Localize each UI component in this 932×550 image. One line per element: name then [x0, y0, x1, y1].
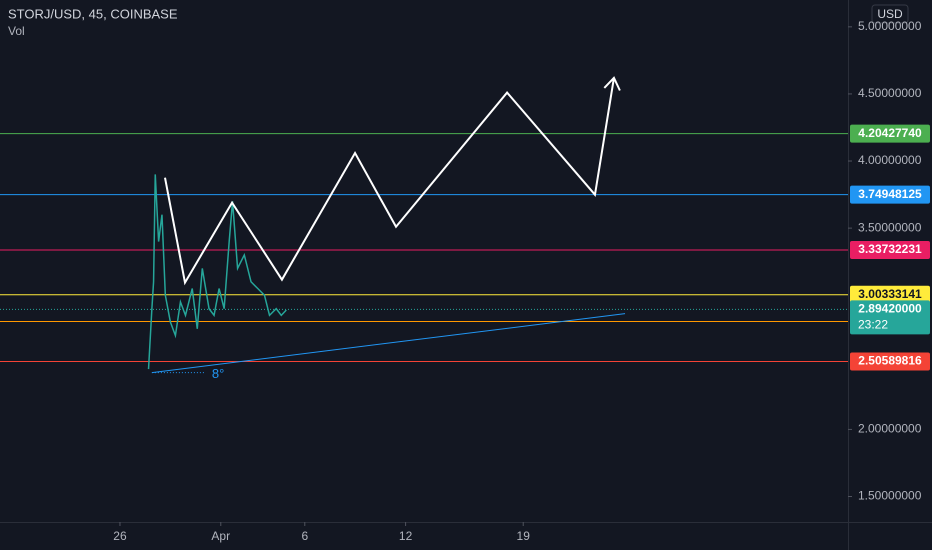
currency-button[interactable] [871, 4, 909, 24]
x-tick-label: 6 [301, 529, 308, 543]
y-tick-label: 4.00000000 [858, 153, 922, 167]
x-tick-label: 19 [517, 529, 531, 543]
level-label: 3.74948125 [858, 187, 922, 201]
level-label: 3.00333141 [858, 287, 922, 301]
price-line [147, 174, 287, 370]
projection-arrowhead [603, 76, 621, 91]
angle-label: 8° [212, 366, 224, 381]
level-label-box [850, 124, 930, 143]
volume-label: Vol [8, 24, 25, 38]
countdown-label: 23:22 [858, 318, 888, 332]
y-tick-label: 2.00000000 [858, 422, 922, 436]
level-label-box [850, 240, 930, 259]
x-tick-label: Apr [211, 529, 230, 543]
current-price-label: 2.89420000 [858, 302, 922, 316]
level-label: 4.20427740 [858, 126, 922, 140]
projection-path [164, 77, 615, 286]
current-price-box [850, 300, 930, 335]
y-tick-label: 3.50000000 [858, 220, 922, 234]
y-tick-label: 5.00000000 [858, 19, 922, 33]
y-tick-label: 1.50000000 [858, 489, 922, 503]
x-tick-label: 12 [399, 529, 413, 543]
trendline [151, 313, 626, 374]
currency-label[interactable]: USD [877, 7, 903, 21]
symbol-title: STORJ/USD, 45, COINBASE [8, 6, 178, 21]
level-label: 2.50589816 [858, 354, 922, 368]
y-tick-label: 4.50000000 [858, 86, 922, 100]
level-label-box [850, 185, 930, 204]
level-label: 3.33732231 [858, 242, 922, 256]
x-tick-label: 26 [113, 529, 127, 543]
level-label-box [850, 352, 930, 371]
level-label-box [850, 285, 930, 304]
